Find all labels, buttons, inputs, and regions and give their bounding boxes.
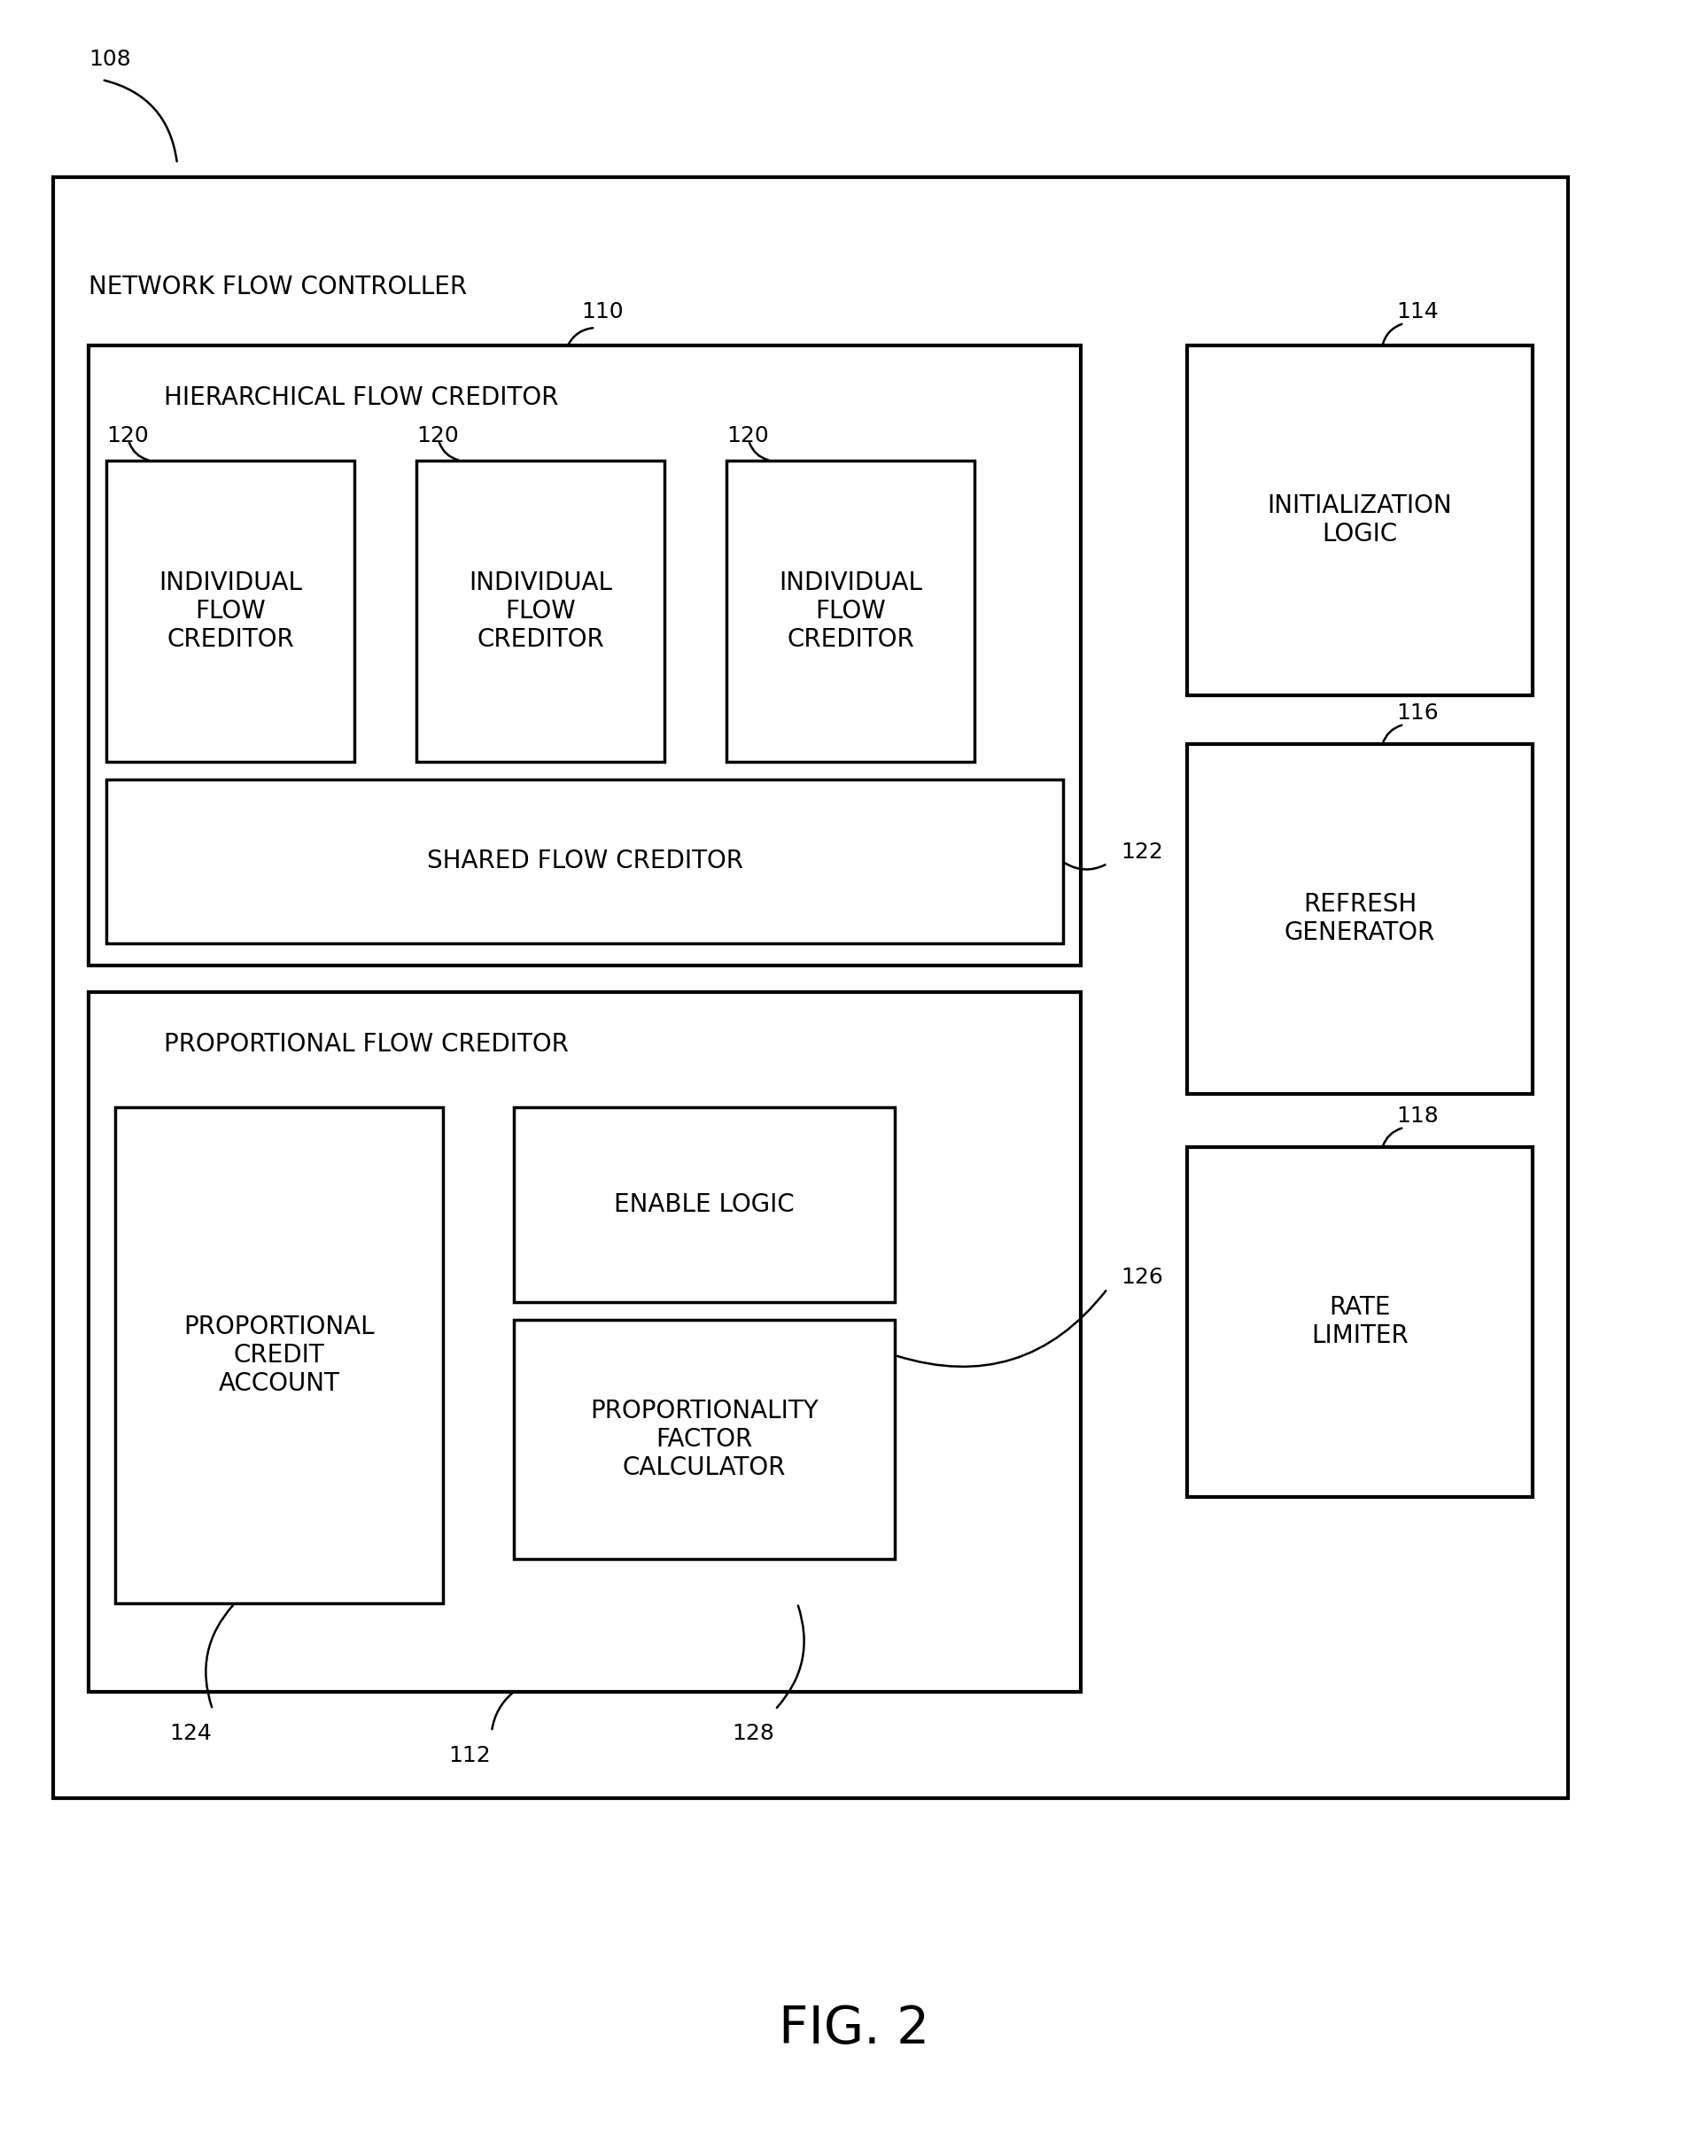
Text: INDIVIDUAL
FLOW
CREDITOR: INDIVIDUAL FLOW CREDITOR (779, 569, 922, 653)
Text: INDIVIDUAL
FLOW
CREDITOR: INDIVIDUAL FLOW CREDITOR (159, 569, 302, 653)
Bar (53, 177, 1568, 1798)
Bar (1187, 345, 1532, 696)
Bar (89, 992, 1081, 1692)
Text: RATE
LIMITER: RATE LIMITER (1312, 1296, 1409, 1348)
Bar (106, 780, 1062, 944)
Bar (1187, 744, 1532, 1093)
Text: 112: 112 (449, 1744, 490, 1766)
Text: INITIALIZATION
LOGIC: INITIALIZATION LOGIC (1267, 494, 1452, 548)
Text: FIG. 2: FIG. 2 (779, 2003, 929, 2055)
Bar (514, 1319, 895, 1559)
Bar (114, 1108, 442, 1604)
Text: SHARED FLOW CREDITOR: SHARED FLOW CREDITOR (427, 849, 743, 873)
Text: PROPORTIONAL FLOW CREDITOR: PROPORTIONAL FLOW CREDITOR (164, 1033, 569, 1056)
Text: 114: 114 (1395, 302, 1438, 323)
Text: 118: 118 (1395, 1106, 1438, 1128)
Text: ENABLE LOGIC: ENABLE LOGIC (615, 1192, 794, 1218)
Text: 126: 126 (1120, 1268, 1163, 1287)
Text: 120: 120 (106, 425, 149, 446)
Text: 122: 122 (1120, 841, 1163, 862)
Text: PROPORTIONALITY
FACTOR
CALCULATOR: PROPORTIONALITY FACTOR CALCULATOR (591, 1399, 818, 1481)
Text: 108: 108 (89, 50, 132, 69)
Text: 110: 110 (581, 302, 623, 323)
Bar (726, 461, 975, 761)
Bar (514, 1108, 895, 1302)
Bar (89, 345, 1081, 966)
Text: 124: 124 (169, 1723, 212, 1744)
Text: PROPORTIONAL
CREDIT
ACCOUNT: PROPORTIONAL CREDIT ACCOUNT (183, 1315, 374, 1397)
Bar (1187, 1147, 1532, 1496)
Text: 120: 120 (726, 425, 769, 446)
Text: 116: 116 (1395, 703, 1438, 724)
Text: 120: 120 (417, 425, 459, 446)
Text: HIERARCHICAL FLOW CREDITOR: HIERARCHICAL FLOW CREDITOR (164, 386, 559, 410)
Text: REFRESH
GENERATOR: REFRESH GENERATOR (1284, 893, 1435, 944)
Text: 128: 128 (731, 1723, 774, 1744)
Text: INDIVIDUAL
FLOW
CREDITOR: INDIVIDUAL FLOW CREDITOR (468, 569, 611, 653)
Bar (106, 461, 354, 761)
Text: NETWORK FLOW CONTROLLER: NETWORK FLOW CONTROLLER (89, 274, 466, 300)
Bar (417, 461, 664, 761)
